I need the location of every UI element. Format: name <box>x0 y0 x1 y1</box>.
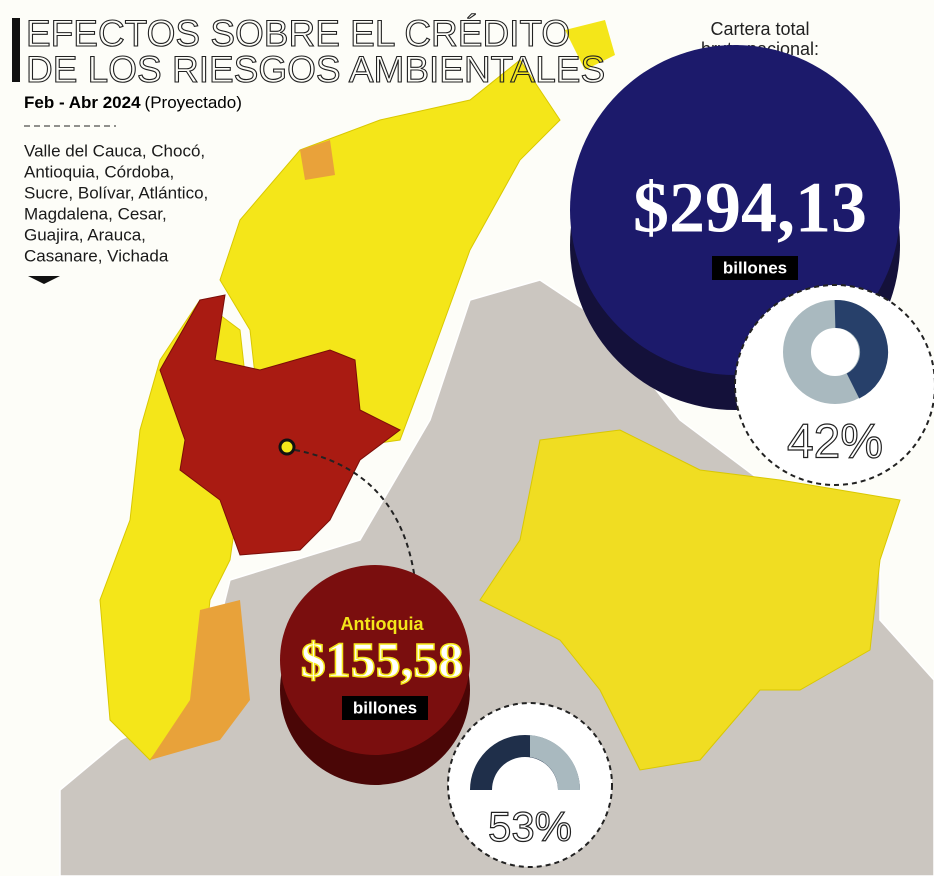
region-list: Valle del Cauca, Chocó, Antioquia, Córdob… <box>24 141 208 265</box>
antioquia-name: Antioquia <box>341 614 425 634</box>
national-share: 42% <box>787 416 883 469</box>
map <box>59 20 934 876</box>
location-dot <box>278 438 296 456</box>
unit-box <box>342 696 428 720</box>
half-donut-slice <box>530 735 581 790</box>
region-line: Magdalena, Cesar, <box>24 204 167 223</box>
antioquia-share: 53% <box>488 803 572 850</box>
period: Feb - Abr 2024 <box>24 93 141 112</box>
valle-region <box>150 600 250 760</box>
region-line: Guajira, Arauca, <box>24 225 146 244</box>
region-line: Valle del Cauca, Chocó, <box>24 141 205 160</box>
national-value: $294,13 <box>633 168 867 248</box>
orange-spot <box>300 140 335 180</box>
unit-box <box>712 256 798 280</box>
orinoquia-region <box>479 429 901 771</box>
antioquia-region <box>159 294 401 556</box>
region-line: Casanare, Vichada <box>24 246 169 265</box>
list-arrow <box>28 276 60 284</box>
guajira-tip <box>565 20 615 70</box>
antioquia-value: $155,58 <box>301 631 464 687</box>
share-circle <box>447 702 613 868</box>
title-bar <box>12 18 20 82</box>
title-line: EFECTOS SOBRE EL CRÉDITO <box>26 13 570 54</box>
national-label: Cartera total <box>710 19 809 39</box>
donut-slice <box>834 300 889 399</box>
note: (Proyectado) <box>145 93 242 112</box>
pointer-arrow <box>294 449 416 581</box>
national-unit: billones <box>723 258 787 277</box>
title-line: DE LOS RIESGOS AMBIENTALES <box>26 49 605 90</box>
subtitle: Feb - Abr 2024 (Proyectado) <box>24 93 242 112</box>
antioquia-unit: billones <box>353 698 417 717</box>
region-line: Antioquia, Córdoba, <box>24 162 174 181</box>
region-line: Sucre, Bolívar, Atlántico, <box>24 183 208 202</box>
